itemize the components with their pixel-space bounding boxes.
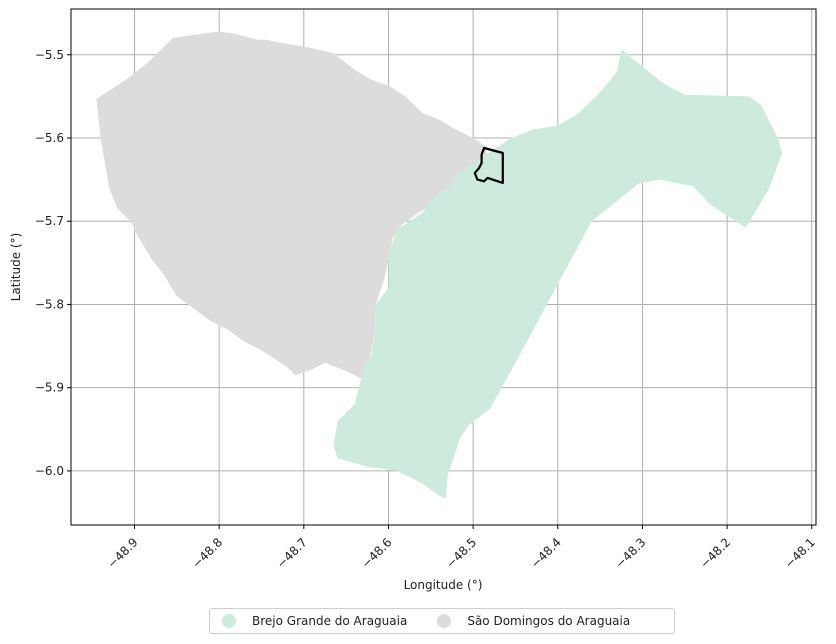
- x-tick-label: −48.6: [359, 535, 395, 571]
- y-tick-label: −5.9: [35, 381, 64, 395]
- y-tick-label: −5.6: [35, 131, 64, 145]
- y-axis-title: Latitude (°): [9, 233, 23, 302]
- x-tick-label: −48.7: [274, 535, 310, 571]
- highlight-polygon: [473, 146, 504, 184]
- legend-label: São Domingos do Araguaia: [467, 614, 631, 628]
- x-tick-label: −48.1: [782, 535, 818, 571]
- x-tick-label: −48.4: [528, 535, 564, 571]
- x-tick-label: −48.5: [443, 535, 479, 571]
- x-axis-title: Longitude (°): [404, 578, 483, 592]
- y-axis-ticks: −5.5 −5.6 −5.7 −5.8 −5.9 −6.0: [35, 48, 71, 478]
- legend-swatch-circle-icon: [437, 614, 452, 628]
- highlight-outline: [473, 146, 504, 184]
- x-tick-label: −48.3: [613, 535, 649, 571]
- y-tick-label: −5.5: [35, 48, 64, 62]
- legend-label: Brejo Grande do Araguaia: [252, 614, 408, 628]
- region-sao-domingos-do-araguaia: [96, 31, 491, 380]
- legend: Brejo Grande do Araguaia São Domingos do…: [209, 608, 675, 634]
- y-tick-label: −6.0: [35, 464, 64, 478]
- x-tick-label: −48.2: [697, 535, 733, 571]
- legend-item-sao-domingos: São Domingos do Araguaia: [437, 614, 630, 628]
- x-axis-ticks: −48.9 −48.8 −48.7 −48.6 −48.5 −48.4 −48.3 −48.2…: [105, 525, 818, 571]
- plot-frame: [70, 8, 817, 526]
- legend-item-brejo-grande: Brejo Grande do Araguaia: [222, 614, 407, 628]
- region-brejo-grande-do-araguaia: [333, 48, 783, 499]
- legend-swatch-circle-icon: [222, 614, 236, 628]
- regions: [96, 31, 783, 499]
- x-tick-label: −48.8: [189, 535, 225, 571]
- y-tick-label: −5.7: [35, 214, 64, 228]
- x-tick-label: −48.9: [105, 535, 141, 571]
- y-tick-label: −5.8: [35, 297, 64, 311]
